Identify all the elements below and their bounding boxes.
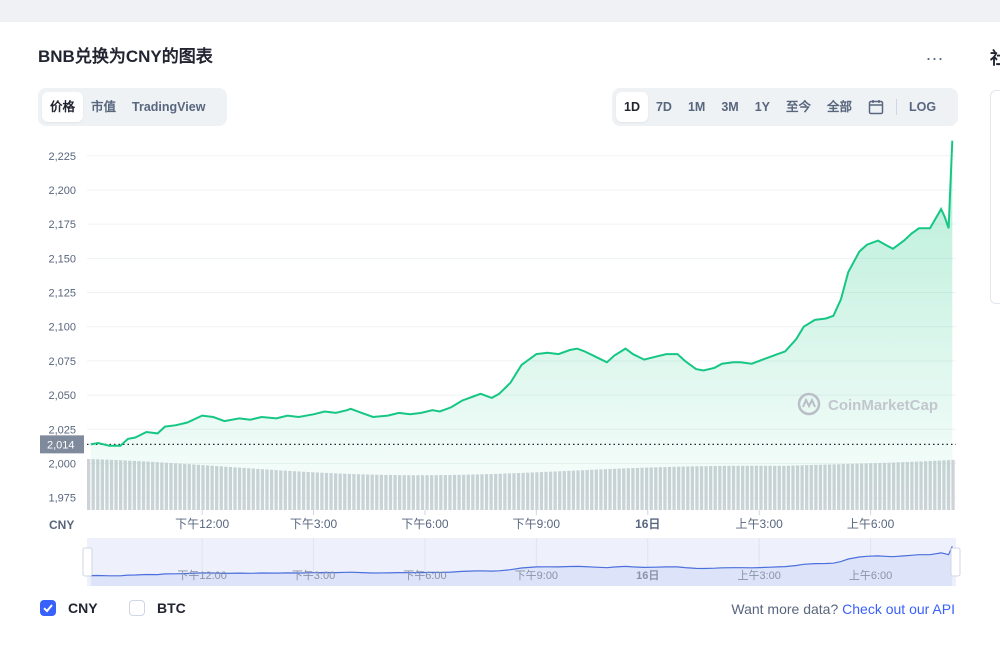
chart-title: BNB兑换为CNY的图表: [38, 47, 213, 66]
log-toggle[interactable]: LOG: [909, 100, 937, 114]
y-tick-label: 2,125: [48, 288, 76, 300]
range-navigator[interactable]: 下午12:00 下午3:00 下午6:00 下午9:00 16日 上午3:00 上午6:00: [82, 538, 961, 586]
navigator-right-handle[interactable]: [950, 547, 961, 577]
volume-bar: [951, 459, 955, 510]
currency-axis-label: CNY: [49, 518, 74, 532]
navigator-tick-label: 下午9:00: [515, 569, 558, 582]
api-link[interactable]: Check out our API: [842, 601, 955, 617]
y-tick-label: 2,025: [48, 424, 76, 436]
range-7d[interactable]: 7D: [655, 100, 672, 114]
x-axis: 下午12:00 下午3:00 下午6:00 下午9:00 16日 上午3:00 上午6:00: [175, 510, 895, 531]
range-divider: [896, 99, 898, 115]
y-tick-label: 2,150: [48, 253, 76, 265]
x-tick-label: 上午3:00: [735, 517, 783, 531]
range-ytd[interactable]: 至今: [786, 100, 812, 114]
navigator-tick-label: 下午3:00: [292, 569, 335, 582]
range-all[interactable]: 全部: [827, 100, 853, 114]
range-1m[interactable]: 1M: [687, 100, 706, 114]
cny-label: CNY: [68, 600, 98, 616]
volume-bar: [87, 459, 91, 510]
price-area: [90, 140, 953, 510]
x-tick-label: 下午12:00: [175, 517, 229, 531]
reference-badge: 2,014: [40, 435, 84, 454]
y-axis: 1,975 2,000 2,025 2,050 2,075 2,100 2,125 2,150…: [48, 151, 76, 505]
navigator-left-handle[interactable]: [82, 547, 93, 577]
y-tick-label: 2,175: [48, 219, 76, 231]
navigator-tick-label: 上午6:00: [849, 569, 892, 582]
right-panel-title: 社: [990, 49, 1000, 68]
price-line: [90, 140, 954, 447]
y-tick-label: 2,050: [48, 390, 76, 402]
api-promo-text: Want more data?: [731, 601, 839, 617]
right-panel-edge: 社: [990, 38, 1000, 650]
calendar-icon[interactable]: [860, 92, 892, 122]
watermark: CoinMarketCap: [797, 392, 938, 416]
checkbox-empty-icon: [129, 600, 145, 616]
view-tab-group: 价格 市值 TradingView: [38, 88, 227, 126]
cny-checkbox[interactable]: CNY: [40, 600, 98, 616]
range-1d[interactable]: 1D: [616, 92, 648, 122]
x-tick-label: 上午6:00: [847, 517, 895, 531]
watermark-text: CoinMarketCap: [828, 397, 938, 414]
x-tick-label: 16日: [635, 517, 660, 531]
range-1y[interactable]: 1Y: [754, 100, 771, 114]
top-bar: [0, 0, 1000, 22]
btc-checkbox[interactable]: BTC: [129, 600, 186, 616]
x-tick-label: 下午6:00: [401, 517, 449, 531]
reference-label: 2,014: [47, 439, 75, 451]
navigator-tick-label: 下午12:00: [177, 569, 227, 582]
chart-footer: CNY BTC Want more data? Check out our AP…: [40, 600, 955, 622]
y-tick-label: 2,000: [48, 459, 76, 471]
tab-tradingview[interactable]: TradingView: [132, 100, 206, 114]
more-options-button[interactable]: ...: [926, 44, 945, 64]
btc-label: BTC: [157, 600, 186, 616]
api-promo: Want more data? Check out our API: [731, 601, 955, 617]
range-tab-group: 1D 7D 1M 3M 1Y 至今 全部 LOG: [612, 88, 958, 126]
navigator-tick-label: 16日: [636, 569, 659, 582]
y-tick-label: 2,075: [48, 356, 76, 368]
tab-price[interactable]: 价格: [42, 92, 84, 122]
y-tick-label: 1,975: [48, 493, 76, 505]
y-tick-label: 2,225: [48, 151, 76, 163]
x-tick-label: 下午9:00: [513, 517, 561, 531]
tab-market-cap[interactable]: 市值: [91, 100, 117, 114]
navigator-tick-label: 下午6:00: [403, 569, 446, 582]
x-tick-label: 下午3:00: [290, 517, 338, 531]
navigator-tick-label: 上午3:00: [737, 569, 780, 582]
checkbox-checked-icon: [40, 600, 56, 616]
y-tick-label: 2,100: [48, 322, 76, 334]
price-chart: CoinMarketCap 1,975 2,000 2,025 2,050 2,075 2…: [40, 140, 961, 586]
y-tick-label: 2,200: [48, 185, 76, 197]
range-3m[interactable]: 3M: [721, 100, 739, 114]
right-panel-card: [990, 90, 1000, 304]
